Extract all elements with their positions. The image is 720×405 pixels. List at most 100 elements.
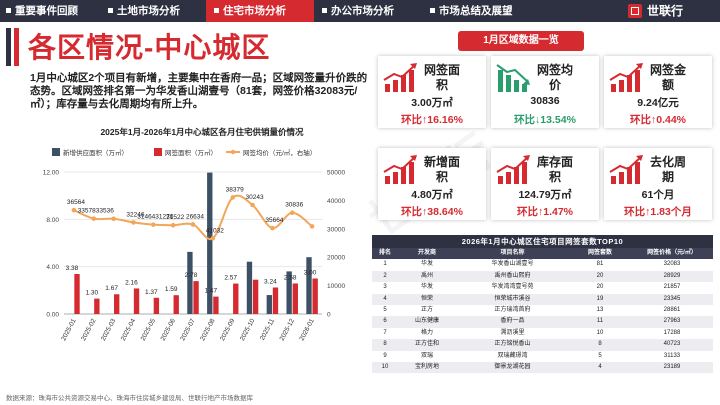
cell-developer: 正方: [420, 306, 433, 313]
price-point: [230, 195, 235, 200]
trend-up-bar-icon: [609, 155, 643, 184]
price-point: [270, 225, 275, 231]
cell-developer: 禹州: [420, 272, 433, 279]
bar-signed-area: [153, 297, 160, 314]
cell-price: 21857: [663, 284, 681, 291]
bar-data-label: 1.47: [205, 288, 218, 295]
x-tick-label: 2025-10: [239, 317, 257, 342]
cell-project: 香府一品: [500, 318, 525, 325]
y-left-tick: 12.00: [43, 170, 60, 177]
nav-tab-events[interactable]: 重要事件回顾: [0, 0, 100, 22]
bullet-icon: [430, 7, 435, 13]
x-tick-label: 2025-06: [160, 317, 178, 342]
cell-rank: 9: [383, 352, 387, 359]
bar-data-label: 2.57: [224, 275, 237, 282]
cell-developer: 山东健康: [414, 318, 439, 325]
y-right-tick: 10000: [327, 283, 345, 290]
line-data-label: 31522: [166, 214, 184, 221]
nav-tab-summary[interactable]: 市场总结及展望: [422, 0, 542, 22]
card-change: 环比↓13.54%: [514, 114, 576, 126]
trend-down-bar-icon: [496, 64, 530, 92]
card-change: 环比↑1.83个月: [624, 206, 692, 218]
bar-signed-area: [114, 294, 120, 314]
y-right-tick: 30000: [327, 226, 345, 233]
bullet-icon: [322, 7, 327, 13]
bar-data-label: 1.59: [165, 286, 178, 293]
bar-signed-area: [94, 298, 100, 314]
nav-tab-residential[interactable]: 住宅市场分析: [206, 0, 314, 22]
cell-units: 81: [596, 261, 604, 268]
trend-up-bar-icon: [609, 63, 643, 92]
legend-label: 新增供应面积（万㎡）: [63, 148, 128, 157]
price-point: [111, 216, 116, 222]
price-point: [210, 236, 216, 241]
card-label: 库存面积: [537, 155, 574, 184]
summary-text: 1月中心城区2个项目有新增，主要集中在香府一品；区域网签量升价跌的态势。区域网签…: [30, 72, 368, 110]
cell-developer: 华发: [420, 261, 433, 268]
metric-card-signed-amount: 网签金额 9.24亿元 环比↑0.44%: [604, 56, 712, 128]
table-row: 6 山东健康 香府一品 11 27963: [372, 316, 713, 328]
cell-units: 19: [596, 295, 604, 302]
table-row: 10 宝利房地 御景龙湖花园 4 23189: [372, 361, 713, 374]
card-label: 去化周期: [650, 155, 687, 184]
cell-price: 23345: [663, 295, 681, 302]
bar-signed-area: [133, 288, 140, 314]
nav-tab-office[interactable]: 办公市场分析: [314, 0, 422, 22]
table-row: 7 格力 溯沥溪里 10 17288: [372, 328, 713, 339]
cell-rank: 2: [383, 272, 387, 279]
trend-up-bar-icon: [496, 155, 530, 184]
price-point: [309, 224, 315, 229]
x-tick-label: 2025-12: [279, 317, 297, 342]
price-point: [170, 222, 176, 228]
line-data-label: 35664: [265, 217, 283, 224]
bar-signed-area: [74, 274, 80, 314]
legend-swatch: [52, 148, 60, 156]
cell-rank: 7: [383, 329, 387, 336]
cell-units: 11: [596, 318, 604, 325]
bullet-icon: [214, 7, 219, 13]
table-title: 2026年1月中心城区住宅项目网签套数TOP10: [372, 235, 713, 248]
data-source: 数据来源：珠海市公共资源交易中心、珠海市住房城乡建设局、世联行地产市场数据库: [6, 395, 253, 402]
legend-label: 网签均价（元/㎡，右轴）: [243, 148, 316, 157]
bar-new-supply: [286, 271, 292, 314]
card-value: 124.79万㎡: [518, 189, 572, 201]
legend-label: 网签面积（万㎡）: [165, 148, 217, 157]
title-accent-red: [14, 28, 19, 66]
bar-data-label: 1.30: [85, 290, 98, 297]
bar-data-label: 3.00: [304, 270, 317, 277]
cell-developer: 宝利房地: [414, 363, 439, 370]
cell-project: 双瑞藏璟湾: [497, 352, 528, 359]
bar-data-label: 2.16: [125, 279, 138, 286]
card-label: 网签面积: [424, 63, 461, 92]
card-value: 61个月: [641, 189, 675, 201]
cell-rank: 5: [383, 306, 387, 313]
metric-card-new-area: 新增面积 4.80万㎡ 环比↑38.64%: [378, 148, 486, 220]
bar-data-label: 3.24: [264, 278, 277, 285]
card-label: 新增面积: [424, 155, 461, 184]
bar-new-supply: [306, 257, 312, 314]
price-point: [91, 216, 97, 221]
card-value: 4.80万㎡: [411, 189, 453, 201]
table-row: 4 恒荣 恒荣城市溪谷 19 23345: [372, 293, 713, 305]
chart-title: 2025年1月-2026年1月中心城区各月住宅供销量价情况: [100, 127, 304, 137]
price-point: [190, 222, 196, 227]
cell-price: 32083: [663, 261, 681, 268]
cell-price: 17288: [663, 329, 681, 336]
x-tick-label: 2025-05: [140, 317, 158, 342]
cell-developer: 华发: [420, 284, 433, 291]
line-data-label: 30836: [285, 202, 303, 209]
metric-card-signed-price: 网签均价 30836 环比↓13.54%: [491, 56, 599, 128]
page-title: 各区情况-中心城区: [28, 32, 271, 63]
cell-price: 27963: [663, 318, 681, 325]
card-change: 环比↑16.16%: [401, 114, 463, 126]
header-price: 网签价格（元/㎡）: [647, 250, 697, 256]
price-point: [71, 207, 77, 213]
cell-price: 23189: [663, 363, 681, 370]
x-tick-label: 2025-08: [199, 317, 217, 342]
header-units: 网签套数: [587, 250, 612, 256]
card-value: 3.00万㎡: [411, 97, 453, 109]
nav-tab-land[interactable]: 土地市场分析: [100, 0, 206, 22]
table-row: 8 正方佳和 正方铭悦香山 8 40723: [372, 339, 713, 351]
bar-data-label: 1.37: [145, 289, 158, 296]
cell-project: 华发香山湖壹号: [491, 261, 534, 268]
